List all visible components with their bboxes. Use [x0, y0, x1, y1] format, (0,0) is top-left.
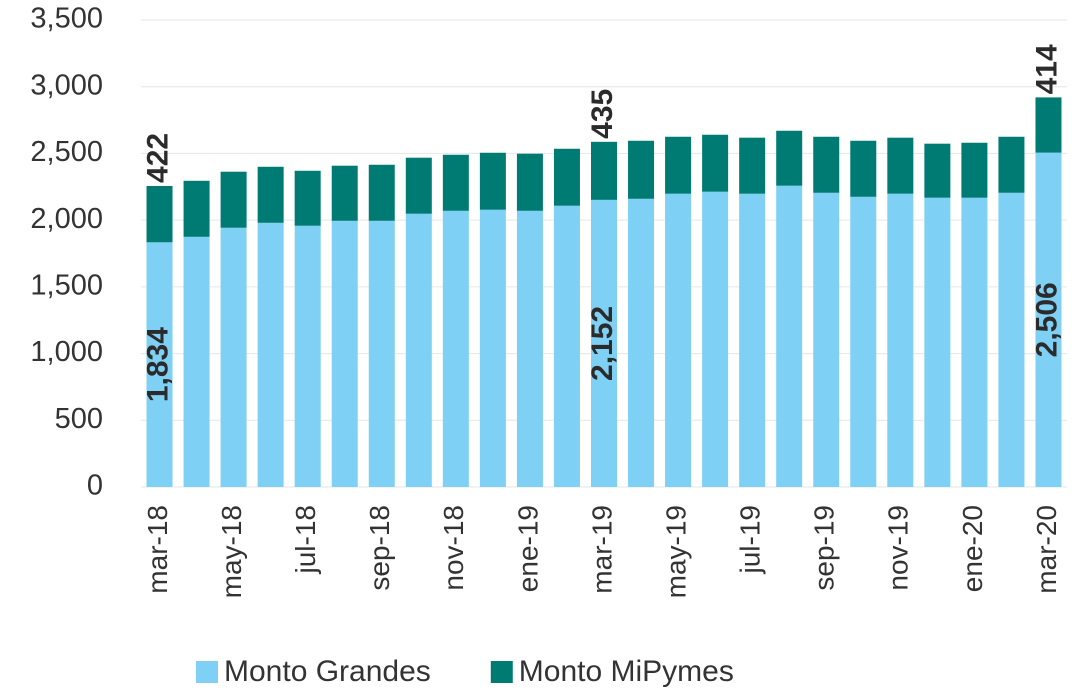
bar-segment	[776, 185, 803, 487]
data-label: 2,506	[1030, 282, 1063, 357]
bar-segment	[553, 205, 580, 487]
bar-segment	[776, 130, 803, 186]
bar-segment	[516, 153, 543, 211]
bar-segment	[998, 136, 1025, 193]
legend-swatch	[196, 661, 218, 683]
bar-segment	[850, 140, 877, 197]
bar-segment	[257, 166, 284, 223]
x-tick-label: nov-19	[883, 505, 914, 591]
y-tick-label: 3,500	[30, 3, 103, 35]
bar-segment	[924, 143, 951, 198]
bar-segment	[442, 210, 469, 487]
y-tick-label: 1,500	[30, 270, 103, 302]
bar-segment	[887, 193, 914, 487]
bar-segment	[405, 213, 432, 487]
legend-label: Monto Grandes	[224, 655, 431, 688]
x-tick-label: sep-19	[809, 505, 840, 591]
bar-segment	[665, 193, 692, 487]
bar-segment	[591, 141, 617, 200]
x-tick-label: ene-20	[957, 505, 988, 592]
bar-segment	[479, 152, 506, 210]
bar-segment	[628, 198, 655, 487]
bar-segment	[850, 196, 877, 488]
bar-segment	[739, 137, 766, 194]
y-tick-label: 0	[87, 470, 103, 502]
x-tick-label: may-19	[660, 505, 691, 598]
bar-segment	[702, 191, 729, 487]
bar-segment	[1035, 152, 1062, 488]
bar-segment	[665, 136, 692, 194]
bar-segment	[813, 136, 840, 193]
bar-segment	[887, 137, 914, 194]
bar-segment	[146, 242, 173, 487]
bar-segment	[998, 192, 1025, 488]
bar-segment	[924, 197, 951, 487]
bar-segment	[368, 220, 395, 487]
data-label: 422	[141, 133, 174, 183]
bar-segment	[257, 222, 284, 487]
bar-segment	[331, 165, 358, 221]
bar-segment	[479, 209, 506, 488]
legend-swatch	[490, 661, 513, 683]
bar-segment	[368, 164, 395, 221]
bar-segment	[294, 170, 321, 226]
data-label: 1,834	[141, 327, 174, 402]
y-tick-label: 2,500	[30, 136, 103, 168]
x-tick-label: jul-18	[290, 505, 321, 574]
data-label: 2,152	[586, 306, 619, 381]
bar-segment	[591, 199, 617, 488]
y-tick-label: 2,000	[30, 203, 103, 235]
x-tick-label: sep-18	[364, 505, 395, 591]
bar-segment	[294, 225, 321, 487]
legend-label: Monto MiPymes	[519, 655, 734, 688]
x-tick-label: mar-20	[1031, 505, 1062, 594]
x-tick-label: mar-18	[142, 505, 173, 594]
bar-segment	[220, 171, 247, 228]
x-tick-label: jul-19	[735, 505, 766, 574]
bar-segment	[702, 134, 729, 192]
data-label: 435	[586, 89, 619, 139]
y-tick-label: 1,000	[30, 336, 103, 368]
bar-segment	[183, 180, 210, 237]
bar-segment	[183, 236, 210, 487]
bar-segment	[1035, 97, 1062, 153]
y-tick-label: 500	[55, 403, 103, 435]
x-tick-label: may-18	[216, 505, 247, 598]
bar-segment	[220, 227, 247, 487]
bar-segment	[628, 140, 655, 199]
bar-segment	[961, 142, 988, 198]
bar-segment	[146, 185, 173, 243]
bar-segment	[331, 220, 358, 487]
data-label: 414	[1030, 44, 1063, 94]
x-tick-label: mar-19	[586, 505, 617, 594]
bar-segment	[516, 210, 543, 487]
y-tick-label: 3,000	[30, 69, 103, 101]
bar-segment	[442, 154, 469, 211]
x-tick-label: nov-18	[438, 505, 469, 591]
bar-segment	[405, 157, 432, 214]
bar-segment	[813, 192, 840, 488]
bar-segment	[553, 148, 580, 206]
bar-segment	[961, 197, 988, 487]
bar-segment	[739, 193, 766, 487]
x-tick-label: ene-19	[512, 505, 543, 592]
